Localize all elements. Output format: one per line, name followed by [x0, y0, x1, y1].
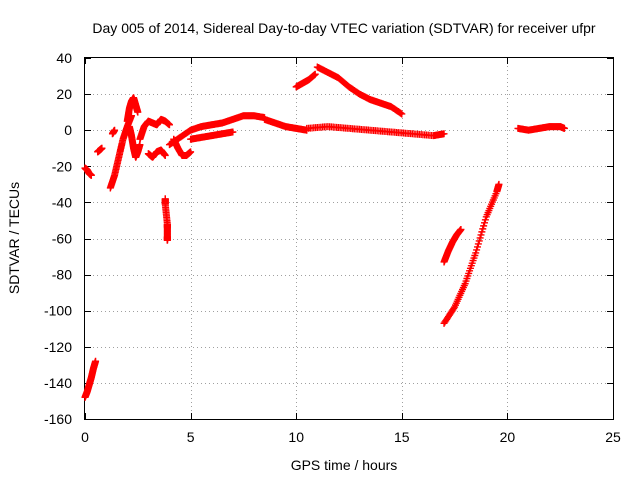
data-point-marker: [111, 126, 119, 134]
data-point-marker: [495, 180, 503, 188]
data-point-marker: [161, 151, 169, 159]
x-tick-label: 20: [500, 429, 516, 445]
y-tick-label: 20: [56, 86, 72, 102]
x-tick-label: 25: [605, 429, 621, 445]
y-tick-label: -80: [52, 267, 72, 283]
data-point-marker: [440, 130, 448, 138]
plot-frame: [84, 57, 614, 420]
data-point-marker: [229, 128, 237, 136]
data-point-marker: [163, 236, 171, 244]
data-point-marker: [92, 357, 100, 365]
y-tick-label: -140: [44, 375, 72, 391]
y-tick-label: 40: [56, 50, 72, 66]
x-tick-label: 5: [187, 429, 195, 445]
x-axis-label: GPS time / hours: [291, 457, 398, 473]
x-tick-label: 10: [288, 429, 304, 445]
y-tick-label: -40: [52, 194, 72, 210]
x-tick-label: 15: [394, 429, 410, 445]
data-point-marker: [187, 148, 195, 156]
y-tick-labels: 40 20 0 -20 -40 -60 -80 -100 -120 -140 -160: [44, 50, 72, 427]
data-point-marker: [98, 144, 106, 152]
y-tick-label: -20: [52, 158, 72, 174]
data-points: [81, 63, 568, 401]
data-point-marker: [134, 108, 142, 116]
data-point-marker: [457, 225, 465, 233]
data-point-marker: [311, 70, 319, 78]
data-point-marker: [560, 124, 568, 132]
data-point-marker: [398, 110, 406, 118]
x-tick-labels: 0 5 10 15 20 25: [81, 429, 621, 445]
y-tick-label: -100: [44, 303, 72, 319]
x-tick-label: 0: [81, 429, 89, 445]
y-tick-label: 0: [64, 122, 72, 138]
y-tick-label: -60: [52, 231, 72, 247]
chart-title: Day 005 of 2014, Sidereal Day-to-day VTE…: [92, 20, 596, 36]
data-point-marker: [87, 171, 95, 179]
y-tick-label: -160: [44, 411, 72, 427]
y-tick-label: -120: [44, 339, 72, 355]
y-axis-label: SDTVAR / TECUs: [6, 182, 22, 294]
data-point-marker: [165, 121, 173, 129]
